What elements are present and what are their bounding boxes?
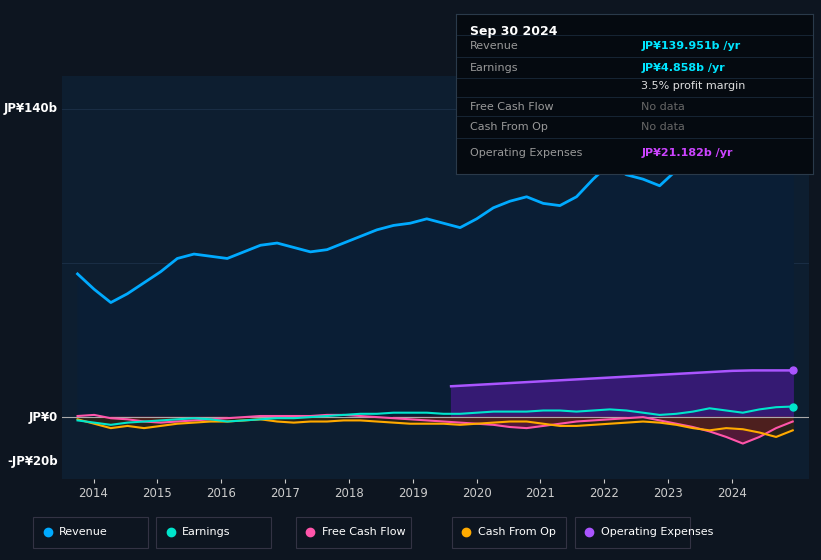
Text: Operating Expenses: Operating Expenses (601, 528, 713, 537)
Text: 3.5% profit margin: 3.5% profit margin (641, 81, 745, 91)
Text: JP¥4.858b /yr: JP¥4.858b /yr (641, 63, 725, 73)
FancyBboxPatch shape (33, 517, 148, 548)
Text: Revenue: Revenue (470, 41, 519, 51)
Text: JP¥139.951b /yr: JP¥139.951b /yr (641, 41, 741, 51)
Text: Cash From Op: Cash From Op (470, 122, 548, 132)
Text: Operating Expenses: Operating Expenses (470, 148, 582, 158)
Text: Earnings: Earnings (470, 63, 518, 73)
FancyBboxPatch shape (156, 517, 271, 548)
Text: Free Cash Flow: Free Cash Flow (322, 528, 406, 537)
Text: Sep 30 2024: Sep 30 2024 (470, 25, 557, 38)
Text: No data: No data (641, 122, 686, 132)
Text: Earnings: Earnings (182, 528, 231, 537)
Text: Free Cash Flow: Free Cash Flow (470, 101, 553, 111)
FancyBboxPatch shape (452, 517, 566, 548)
FancyBboxPatch shape (575, 517, 690, 548)
Text: JP¥140b: JP¥140b (4, 102, 57, 115)
Text: JP¥0: JP¥0 (29, 410, 57, 423)
Text: -JP¥20b: -JP¥20b (7, 455, 57, 468)
Text: Cash From Op: Cash From Op (478, 528, 556, 537)
Text: No data: No data (641, 101, 686, 111)
Text: JP¥21.182b /yr: JP¥21.182b /yr (641, 148, 733, 158)
FancyBboxPatch shape (296, 517, 410, 548)
Text: Revenue: Revenue (59, 528, 108, 537)
